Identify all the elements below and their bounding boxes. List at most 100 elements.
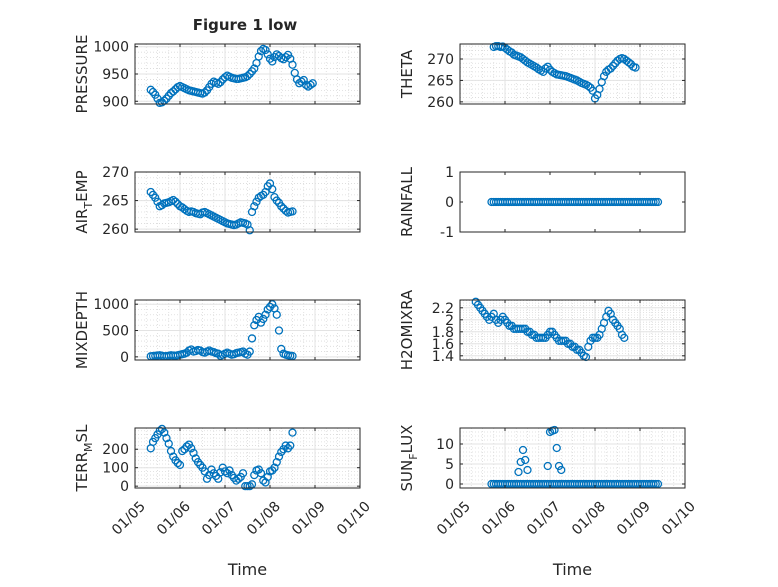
data-point <box>611 59 620 68</box>
axes-box <box>459 299 686 361</box>
ytick-label: 200 <box>102 442 129 458</box>
data-point <box>272 310 281 319</box>
data-point <box>624 58 633 67</box>
ylabel: AIRTEMP <box>73 170 95 233</box>
xlabel: Time <box>552 560 592 579</box>
data-point <box>306 80 315 90</box>
data-point <box>268 184 277 194</box>
ylabel: RAINFALL <box>398 166 416 237</box>
ytick-label: 1.4 <box>432 349 454 365</box>
data-point <box>243 482 252 491</box>
data-point <box>521 455 530 465</box>
data-point <box>653 197 663 207</box>
data-point <box>155 426 164 435</box>
data-point <box>554 461 564 471</box>
xtick-label: 01/07 <box>524 499 564 539</box>
data-point <box>254 52 263 61</box>
ylabel: MIXDEPTH <box>73 291 91 369</box>
ytick-label: 950 <box>102 67 129 83</box>
data-point <box>281 52 290 62</box>
data-point <box>268 57 277 66</box>
data-point <box>169 87 178 96</box>
data-point <box>187 444 196 453</box>
xtick-label: 01/09 <box>614 499 654 539</box>
data-point <box>288 207 297 216</box>
ytick-label: 900 <box>102 94 129 110</box>
axes-box <box>134 427 361 489</box>
data-point <box>274 326 284 335</box>
data-point <box>557 336 566 345</box>
xtick-label: 01/08 <box>569 499 609 539</box>
data-point <box>200 88 209 97</box>
ytick-label: 265 <box>427 73 454 89</box>
axes-box <box>459 43 686 105</box>
data-point <box>277 344 286 354</box>
data-point <box>256 469 266 478</box>
data-point <box>261 310 270 319</box>
ytick-label: 0 <box>445 195 454 211</box>
data-point <box>245 347 254 356</box>
data-point <box>214 79 223 88</box>
data-point <box>608 61 618 71</box>
data-point <box>268 300 277 309</box>
data-point <box>543 461 552 471</box>
data-point <box>516 324 525 333</box>
data-point <box>518 445 528 455</box>
data-point <box>541 64 550 73</box>
data-point <box>550 425 559 435</box>
data-point <box>164 439 173 448</box>
data-point <box>250 64 259 73</box>
data-point <box>288 428 297 437</box>
ylabel: PRESSURE <box>73 35 91 114</box>
data-point <box>277 202 286 211</box>
data-point <box>234 474 243 483</box>
data-point <box>220 467 230 476</box>
ytick-label: 10 <box>436 437 454 453</box>
data-point <box>157 200 167 210</box>
figure-title: Figure 1 low <box>193 16 298 34</box>
ytick-label: 1 <box>445 165 454 181</box>
data-point <box>261 45 270 55</box>
xtick-label: 01/06 <box>479 499 519 539</box>
ytick-label: 2 <box>445 313 454 329</box>
ytick-label: 1.6 <box>432 337 454 353</box>
ylabel: H2OMIXRA <box>398 289 416 370</box>
xlabel: Time <box>227 560 267 579</box>
xtick-label: 01/05 <box>109 499 149 539</box>
data-point <box>599 71 609 81</box>
data-point <box>552 443 561 453</box>
xtick-label: 01/10 <box>334 499 374 539</box>
ytick-label: 260 <box>427 95 454 111</box>
data-point <box>151 193 160 202</box>
data-point <box>606 64 615 73</box>
ytick-label: 270 <box>427 52 454 68</box>
ytick-label: 270 <box>102 165 129 181</box>
ytick-label: 0 <box>120 350 129 366</box>
data-point <box>286 441 295 450</box>
data-point <box>651 197 660 207</box>
data-point <box>146 85 155 94</box>
data-point <box>516 457 525 467</box>
data-point <box>256 46 266 56</box>
data-point <box>173 458 182 468</box>
ytick-label: 1.8 <box>432 325 454 341</box>
data-point <box>245 482 254 491</box>
data-point <box>245 226 254 235</box>
ytick-label: 5 <box>445 457 454 473</box>
ylabel: THETA <box>398 49 416 99</box>
xtick-label: 01/08 <box>244 499 284 539</box>
ytick-label: 500 <box>102 324 129 340</box>
data-point <box>649 197 658 207</box>
ylabel: SUNFLUX <box>398 425 420 492</box>
axes-box <box>134 171 361 233</box>
xtick-label: 01/07 <box>199 499 239 539</box>
ytick-label: 260 <box>102 222 129 238</box>
ytick-label: 1000 <box>93 40 129 56</box>
data-point <box>175 460 185 470</box>
ytick-label: 100 <box>102 461 129 477</box>
data-point <box>523 465 532 475</box>
ytick-label: 0 <box>445 477 454 493</box>
data-point <box>247 334 257 343</box>
